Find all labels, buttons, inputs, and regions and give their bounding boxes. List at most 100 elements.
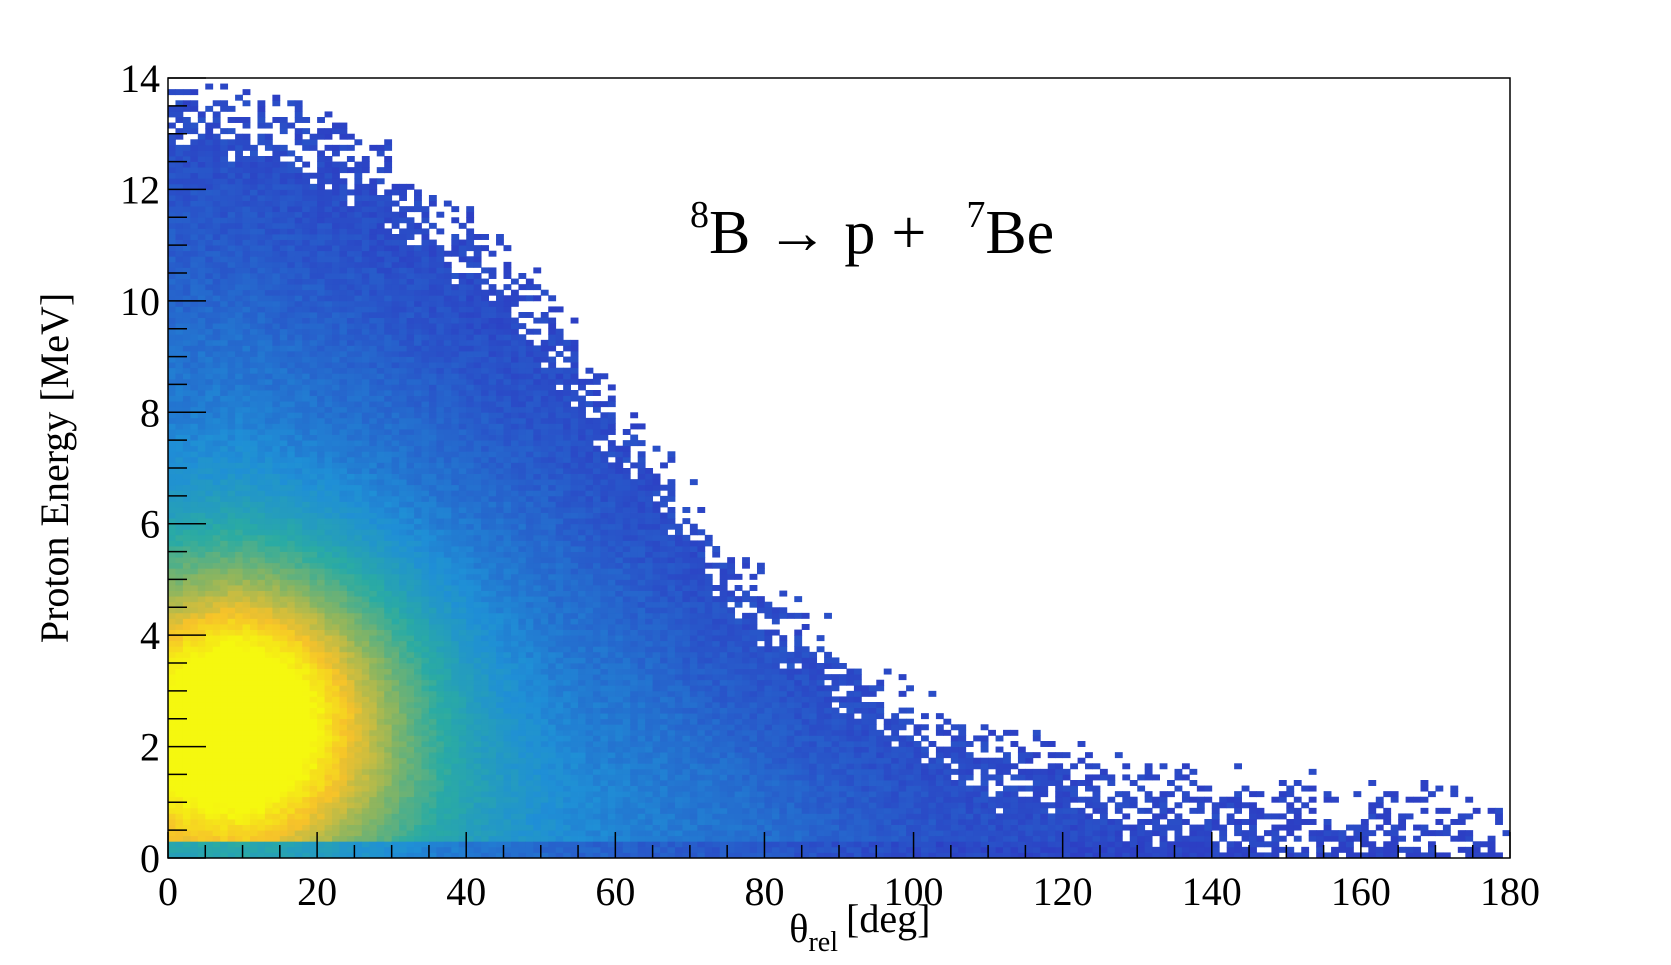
heatmap-cell xyxy=(332,579,340,586)
heatmap-cell xyxy=(220,523,229,530)
heatmap-cell xyxy=(436,245,445,252)
heatmap-cell xyxy=(197,189,206,196)
heatmap-cell xyxy=(182,785,191,792)
heatmap-cell xyxy=(414,768,422,775)
heatmap-cell xyxy=(205,440,214,447)
heatmap-cell xyxy=(205,562,214,569)
heatmap-cell xyxy=(197,685,206,692)
heatmap-cell xyxy=(175,468,184,474)
heatmap-cell xyxy=(324,679,333,686)
heatmap-cell xyxy=(384,462,393,469)
heatmap-cell xyxy=(451,690,460,697)
heatmap-cell xyxy=(250,440,258,447)
heatmap-cell xyxy=(324,395,333,402)
heatmap-cell xyxy=(272,211,281,218)
heatmap-cell xyxy=(205,663,214,669)
heatmap-cell xyxy=(175,546,184,552)
heatmap-cell xyxy=(257,791,266,798)
heatmap-cell xyxy=(182,573,191,580)
heatmap-cell xyxy=(339,445,348,452)
heatmap-cell xyxy=(324,479,333,486)
heatmap-cell xyxy=(346,256,355,263)
heatmap-cell xyxy=(294,178,303,185)
heatmap-cell xyxy=(168,813,176,820)
heatmap-cell xyxy=(384,167,393,174)
heatmap-cell xyxy=(279,579,288,586)
heatmap-cell xyxy=(443,261,452,268)
heatmap-cell xyxy=(190,423,199,430)
heatmap-cell xyxy=(324,846,333,853)
heatmap-cell xyxy=(443,518,452,525)
heatmap-cell xyxy=(175,423,184,430)
heatmap-cell xyxy=(346,518,355,525)
heatmap-cell xyxy=(242,785,251,792)
heatmap-cell xyxy=(317,707,325,714)
heatmap-cell xyxy=(212,339,221,346)
heatmap-cell xyxy=(346,590,355,597)
heatmap-cell xyxy=(235,729,243,736)
heatmap-cell xyxy=(220,384,229,391)
heatmap-cell xyxy=(339,161,348,168)
heatmap-cell xyxy=(250,473,258,480)
heatmap-cell xyxy=(264,373,273,380)
heatmap-cell xyxy=(235,395,243,402)
heatmap-cell xyxy=(361,729,370,736)
heatmap-cell xyxy=(250,189,258,196)
heatmap-cell xyxy=(302,735,311,742)
heatmap-cell xyxy=(317,434,325,441)
heatmap-cell xyxy=(168,741,176,747)
heatmap-cell xyxy=(197,651,206,658)
heatmap-cell xyxy=(451,540,460,547)
heatmap-cell xyxy=(175,300,184,307)
heatmap-cell xyxy=(227,540,236,547)
heatmap-cell xyxy=(302,401,311,408)
heatmap-cell xyxy=(264,807,273,814)
heatmap-cell xyxy=(369,679,378,686)
heatmap-cell xyxy=(227,713,236,720)
heatmap-cell xyxy=(346,412,355,419)
heatmap-cell xyxy=(272,384,281,391)
heatmap-cell xyxy=(168,222,176,229)
heatmap-cell xyxy=(324,406,333,413)
heatmap-cell xyxy=(197,813,206,820)
heatmap-cell xyxy=(197,585,206,591)
heatmap-cell xyxy=(332,373,340,380)
heatmap-cell xyxy=(294,423,303,430)
heatmap-cell xyxy=(354,780,363,786)
heatmap-cell xyxy=(235,534,243,541)
heatmap-cell xyxy=(205,484,214,491)
heatmap-cell xyxy=(421,573,430,580)
heatmap-cell xyxy=(317,568,325,575)
heatmap-cell xyxy=(354,523,363,530)
heatmap-cell xyxy=(220,345,229,352)
heatmap-cell xyxy=(421,819,430,825)
heatmap-cell xyxy=(428,501,437,508)
heatmap-cell xyxy=(354,768,363,775)
heatmap-cell xyxy=(205,830,214,837)
heatmap-cell xyxy=(197,289,206,296)
heatmap-cell xyxy=(279,824,288,831)
heatmap-cell xyxy=(458,718,467,725)
heatmap-cell xyxy=(384,484,393,491)
heatmap-cell xyxy=(354,222,363,229)
heatmap-cell xyxy=(212,200,221,207)
heatmap-cell xyxy=(369,713,378,720)
heatmap-cell xyxy=(182,807,191,814)
heatmap-cell xyxy=(324,551,333,558)
heatmap-cell xyxy=(168,768,176,775)
heatmap-cell xyxy=(220,261,229,268)
heatmap-cell xyxy=(227,278,236,285)
heatmap-cell xyxy=(235,300,243,307)
heatmap-cell xyxy=(309,551,318,558)
heatmap-cell xyxy=(272,741,281,747)
heatmap-cell xyxy=(294,462,303,469)
heatmap-cell xyxy=(436,529,445,536)
heatmap-cell xyxy=(190,434,199,441)
heatmap-cell xyxy=(220,585,229,591)
heatmap-cell xyxy=(324,546,333,552)
heatmap-cell xyxy=(317,195,325,201)
heatmap-cell xyxy=(242,356,251,363)
heatmap-cell xyxy=(190,757,199,764)
heatmap-cell xyxy=(272,217,281,224)
heatmap-cell xyxy=(279,250,288,257)
